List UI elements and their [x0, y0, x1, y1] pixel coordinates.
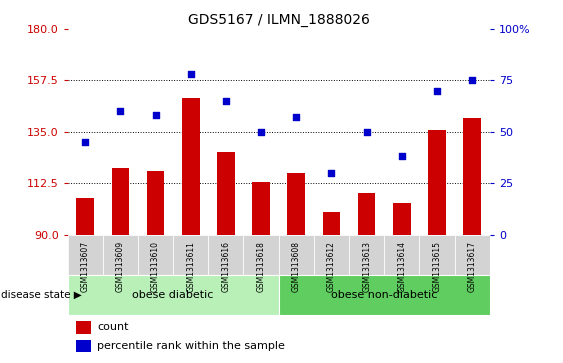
Bar — [208, 234, 243, 275]
Bar — [68, 234, 103, 275]
Bar — [182, 98, 199, 234]
Text: GSM1313613: GSM1313613 — [362, 241, 371, 291]
Bar — [455, 234, 490, 275]
Text: GSM1313609: GSM1313609 — [116, 241, 125, 292]
Bar — [323, 212, 340, 234]
Bar — [279, 275, 490, 315]
Bar — [314, 234, 349, 275]
Bar — [279, 234, 314, 275]
Bar — [358, 193, 376, 234]
Text: GSM1313615: GSM1313615 — [432, 241, 441, 291]
Text: GSM1313610: GSM1313610 — [151, 241, 160, 291]
Text: obese non-diabetic: obese non-diabetic — [331, 290, 437, 300]
Bar — [217, 152, 235, 234]
Point — [257, 129, 266, 135]
Point — [221, 98, 230, 104]
Point — [116, 109, 125, 114]
Bar — [349, 234, 384, 275]
Bar — [243, 234, 279, 275]
Text: disease state ▶: disease state ▶ — [1, 290, 81, 300]
Bar — [252, 182, 270, 234]
Point — [397, 154, 406, 159]
Text: obese diabetic: obese diabetic — [132, 290, 214, 300]
Text: GSM1313616: GSM1313616 — [221, 241, 230, 291]
Text: count: count — [97, 322, 128, 333]
Text: GSM1313618: GSM1313618 — [257, 241, 266, 291]
Bar — [419, 234, 455, 275]
Point — [151, 113, 160, 118]
Point — [468, 78, 477, 83]
Point — [327, 170, 336, 176]
Bar — [393, 203, 410, 234]
Text: GSM1313607: GSM1313607 — [81, 241, 90, 292]
Bar — [173, 234, 208, 275]
Bar — [68, 275, 279, 315]
Bar — [288, 173, 305, 234]
Bar — [138, 234, 173, 275]
Text: GSM1313614: GSM1313614 — [397, 241, 406, 291]
Point — [186, 72, 195, 77]
Bar — [111, 168, 129, 234]
Bar — [384, 234, 419, 275]
Text: GSM1313612: GSM1313612 — [327, 241, 336, 291]
Bar — [103, 234, 138, 275]
Text: GSM1313617: GSM1313617 — [468, 241, 477, 291]
Bar — [76, 340, 91, 352]
Bar — [428, 130, 446, 234]
Point — [81, 139, 90, 145]
Text: percentile rank within the sample: percentile rank within the sample — [97, 340, 285, 351]
Bar — [463, 118, 481, 234]
Bar — [147, 171, 164, 234]
Title: GDS5167 / ILMN_1888026: GDS5167 / ILMN_1888026 — [187, 13, 370, 26]
Point — [432, 88, 441, 94]
Point — [292, 115, 301, 121]
Text: GSM1313611: GSM1313611 — [186, 241, 195, 291]
Bar — [76, 321, 91, 334]
Text: GSM1313608: GSM1313608 — [292, 241, 301, 291]
Point — [362, 129, 371, 135]
Bar — [77, 198, 94, 234]
